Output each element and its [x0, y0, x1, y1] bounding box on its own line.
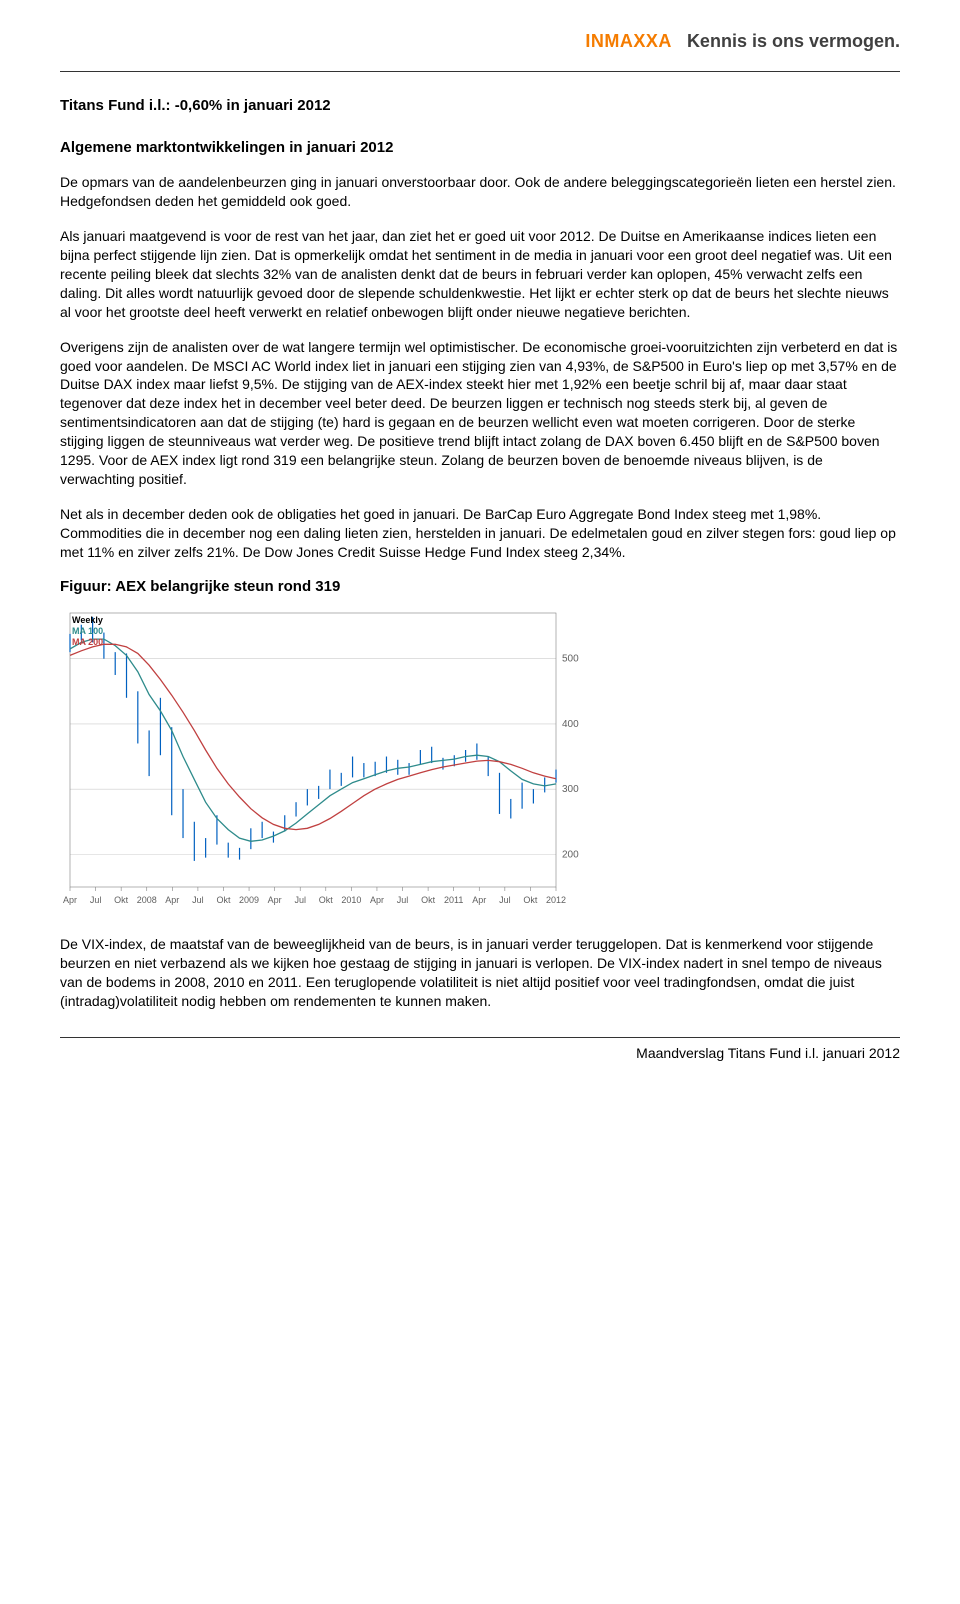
- svg-text:Okt: Okt: [216, 895, 231, 905]
- svg-text:2012: 2012: [546, 895, 566, 905]
- svg-text:500: 500: [562, 654, 579, 665]
- brand-tagline: Kennis is ons vermogen.: [687, 31, 900, 51]
- figure-title: Figuur: AEX belangrijke steun rond 319: [60, 577, 900, 597]
- svg-text:Jul: Jul: [90, 895, 102, 905]
- paragraph-5: De VIX-index, de maatstaf van de beweegl…: [60, 935, 900, 1011]
- paragraph-3: Overigens zijn de analisten over de wat …: [60, 338, 900, 489]
- paragraph-2: Als januari maatgevend is voor de rest v…: [60, 227, 900, 321]
- header-bar: INMAXXA Kennis is ons vermogen.: [60, 30, 900, 53]
- header-divider: [60, 71, 900, 72]
- svg-text:Apr: Apr: [63, 895, 77, 905]
- svg-text:Apr: Apr: [268, 895, 282, 905]
- svg-text:200: 200: [562, 849, 579, 860]
- svg-text:Apr: Apr: [370, 895, 384, 905]
- svg-text:400: 400: [562, 719, 579, 730]
- section-subtitle: Algemene marktontwikkelingen in januari …: [60, 138, 900, 158]
- svg-text:2009: 2009: [239, 895, 259, 905]
- svg-text:Jul: Jul: [397, 895, 409, 905]
- svg-text:Apr: Apr: [472, 895, 486, 905]
- paragraph-1: De opmars van de aandelenbeurzen ging in…: [60, 173, 900, 211]
- paragraph-4: Net als in december deden ook de obligat…: [60, 505, 900, 562]
- document-title: Titans Fund i.l.: -0,60% in januari 2012: [60, 96, 900, 116]
- svg-text:2010: 2010: [341, 895, 361, 905]
- svg-text:Jul: Jul: [499, 895, 511, 905]
- svg-text:300: 300: [562, 784, 579, 795]
- chart-svg: 200 300 400 500 Apr Jul Okt 2008 Apr Jul Okt 2009 Ap…: [60, 603, 600, 913]
- svg-text:Apr: Apr: [165, 895, 179, 905]
- document-page: INMAXXA Kennis is ons vermogen. Titans F…: [0, 0, 960, 1092]
- aex-chart: 200 300 400 500 Apr Jul Okt 2008 Apr Jul Okt 2009 Ap…: [60, 603, 600, 917]
- svg-text:Okt: Okt: [319, 895, 334, 905]
- brand-logo: INMAXXA: [585, 31, 672, 51]
- svg-text:Weekly: Weekly: [72, 615, 103, 625]
- svg-text:Jul: Jul: [192, 895, 204, 905]
- svg-text:Okt: Okt: [114, 895, 129, 905]
- svg-text:2008: 2008: [137, 895, 157, 905]
- svg-text:Okt: Okt: [523, 895, 538, 905]
- svg-text:Okt: Okt: [421, 895, 436, 905]
- svg-text:2011: 2011: [444, 895, 463, 905]
- page-footer: Maandverslag Titans Fund i.l. januari 20…: [60, 1037, 900, 1062]
- svg-text:MA 100: MA 100: [72, 626, 103, 636]
- svg-text:MA 200: MA 200: [72, 637, 103, 647]
- svg-text:Jul: Jul: [294, 895, 306, 905]
